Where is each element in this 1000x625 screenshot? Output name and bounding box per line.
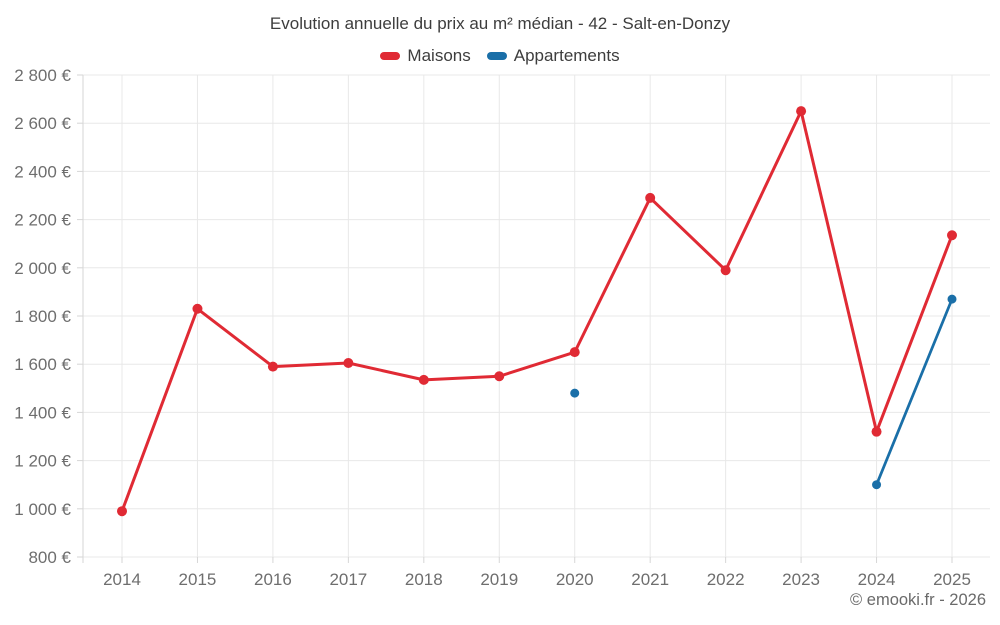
chart-legend: Maisons Appartements: [0, 46, 1000, 66]
point-maisons-2015[interactable]: [192, 303, 203, 314]
series-maisons: [117, 106, 957, 517]
point-maisons-2023[interactable]: [796, 106, 807, 117]
series-line-maisons: [120, 109, 954, 513]
y-tick-label: 2 600 €: [14, 114, 71, 133]
appartements-series-swatch: [486, 52, 507, 60]
x-tick-label-2020: 2020: [556, 570, 594, 589]
y-tick-label: 2 000 €: [14, 259, 71, 278]
point-maisons-2022[interactable]: [720, 265, 731, 276]
x-tick-label-2014: 2014: [103, 570, 141, 589]
y-tick-label: 1 200 €: [14, 452, 71, 471]
x-tick-label-2022: 2022: [707, 570, 745, 589]
legend-label-appartements: Appartements: [513, 46, 620, 65]
y-tick-label: 1 600 €: [14, 355, 71, 374]
point-maisons-2017[interactable]: [343, 357, 354, 368]
series-line-appartements: [875, 297, 954, 487]
x-tick-label-2025: 2025: [933, 570, 971, 589]
point-appartements-2025[interactable]: [947, 294, 957, 304]
y-tick-label: 2 400 €: [14, 162, 71, 181]
point-maisons-2014[interactable]: [117, 506, 127, 517]
maisons-series-swatch: [380, 52, 401, 60]
x-axis-labels: 2014 2015 2016 2017 2018 2019 2020 2021 2022 2023…: [103, 570, 971, 589]
y-tick-label: 2 200 €: [14, 211, 71, 230]
x-tick-label-2018: 2018: [405, 570, 443, 589]
point-maisons-2024[interactable]: [871, 426, 882, 437]
legend-item-maisons[interactable]: Maisons: [380, 46, 471, 66]
point-maisons-2021[interactable]: [645, 192, 656, 203]
y-tick-label: 1 800 €: [14, 307, 71, 326]
x-tick-label-2021: 2021: [631, 570, 669, 589]
point-maisons-2016[interactable]: [267, 361, 278, 372]
x-tick-label-2019: 2019: [480, 570, 518, 589]
axes: [77, 74, 953, 563]
point-appartements-2020[interactable]: [570, 388, 580, 398]
y-tick-label: 1 400 €: [14, 403, 71, 422]
legend-label-maisons: Maisons: [407, 46, 471, 65]
y-tick-label: 800 €: [28, 548, 71, 567]
point-maisons-2020[interactable]: [569, 347, 580, 358]
point-appartements-2024[interactable]: [872, 480, 882, 490]
point-maisons-2019[interactable]: [494, 371, 505, 382]
point-maisons-2018[interactable]: [418, 374, 429, 385]
x-tick-label-2024: 2024: [858, 570, 896, 589]
x-tick-label-2015: 2015: [179, 570, 217, 589]
chart-title: Evolution annuelle du prix au m² médian …: [269, 14, 731, 33]
gridlines: [83, 74, 990, 558]
x-tick-label-2016: 2016: [254, 570, 292, 589]
series-appartements: [570, 294, 957, 490]
x-tick-label-2023: 2023: [782, 570, 820, 589]
x-tick-label-2017: 2017: [329, 570, 367, 589]
legend-item-appartements[interactable]: Appartements: [486, 46, 620, 66]
y-tick-label: 2 800 €: [14, 66, 71, 85]
point-maisons-2025[interactable]: [947, 230, 957, 241]
copyright-text: © emooki.fr - 2026: [850, 591, 986, 609]
y-tick-label: 1 000 €: [14, 500, 71, 519]
y-axis-labels: 800 € 1 000 € 1 200 € 1 400 € 1 600 € 1 800 €…: [14, 66, 71, 567]
